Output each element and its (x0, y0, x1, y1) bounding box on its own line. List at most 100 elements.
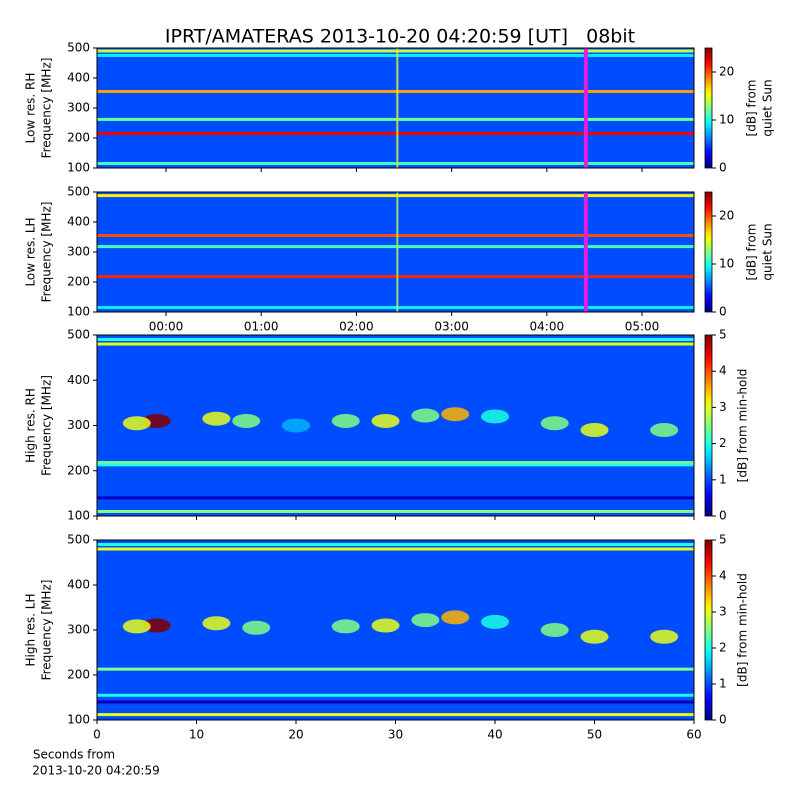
x-tick-label: 30 (388, 728, 403, 742)
colorbar-tick-label: 0 (719, 509, 727, 523)
x-tick-label: 60 (686, 728, 701, 742)
x-tick-label: 01:00 (244, 320, 279, 334)
colorbar (704, 334, 713, 517)
colorbar-tick-label: 10 (719, 113, 734, 127)
y-axis-label: Low res. LH (24, 217, 38, 286)
band (97, 338, 694, 342)
x-axis-label: Seconds from (33, 748, 115, 762)
y-tick-label: 200 (67, 131, 90, 145)
x-tick-label: 03:00 (434, 320, 469, 334)
y-tick-label: 300 (67, 101, 90, 115)
x-tick-label: 00:00 (149, 320, 184, 334)
band (97, 49, 694, 53)
burst (232, 413, 261, 428)
y-axis-label: Frequency [MHz] (40, 580, 54, 681)
band (97, 245, 694, 249)
y-tick-label: 100 (67, 509, 90, 523)
y-tick-label: 400 (67, 71, 90, 85)
burst (122, 619, 151, 634)
y-tick-label: 400 (67, 578, 90, 592)
x-tick-label: 50 (587, 728, 602, 742)
band (97, 306, 694, 309)
band (97, 543, 694, 546)
y-tick-label: 200 (67, 668, 90, 682)
y-axis-label: High res. LH (24, 593, 38, 666)
band (97, 496, 694, 500)
y-tick-label: 300 (67, 418, 90, 432)
x-tick-label: 04:00 (530, 320, 565, 334)
burst (202, 411, 231, 426)
y-tick-label: 100 (67, 305, 90, 319)
burst (371, 618, 400, 633)
colorbar-tick-label: 1 (719, 472, 727, 486)
colorbar-tick-label: 3 (719, 400, 727, 414)
x-tick-label: 20 (288, 728, 303, 742)
burst (122, 416, 151, 431)
band (97, 132, 694, 135)
band (97, 713, 694, 717)
colorbar-tick-label: 1 (719, 677, 727, 691)
background (97, 192, 694, 312)
burst (481, 409, 509, 424)
burst (481, 614, 509, 629)
colorbar-label: [dB] from min-hold (736, 369, 750, 483)
spike (396, 192, 399, 312)
y-axis-label: Low res. RH (24, 73, 38, 144)
colorbar-tick-label: 4 (719, 569, 727, 583)
burst (441, 610, 470, 625)
colorbar-label: [dB] from (745, 80, 759, 137)
colorbar (704, 539, 713, 721)
colorbar-tick-label: 0 (719, 305, 727, 319)
colorbar (704, 191, 713, 313)
burst (580, 629, 609, 644)
burst (540, 416, 569, 431)
spike (396, 48, 399, 168)
plot-area (97, 192, 694, 312)
y-tick-label: 100 (67, 161, 90, 175)
y-tick-label: 400 (67, 373, 90, 387)
burst (282, 418, 310, 433)
y-tick-label: 500 (67, 41, 90, 55)
band (97, 194, 694, 198)
colorbar-tick-label: 5 (719, 328, 727, 342)
band (97, 342, 694, 346)
marker-line (583, 48, 588, 168)
colorbar (704, 47, 713, 169)
y-tick-label: 300 (67, 623, 90, 637)
band (97, 547, 694, 551)
band (97, 463, 694, 467)
plot-area (97, 48, 694, 168)
band (97, 234, 694, 237)
x-tick-label: 10 (189, 728, 204, 742)
x-axis-label: 2013-10-20 04:20:59 (32, 764, 159, 778)
burst (441, 407, 470, 422)
x-tick-label: 40 (487, 728, 502, 742)
x-tick-label: 05:00 (625, 320, 660, 334)
marker-line (583, 192, 588, 312)
y-axis-label: Frequency [MHz] (40, 202, 54, 303)
chart-title: IPRT/AMATERAS 2013-10-20 04:20:59 [UT] 0… (165, 26, 635, 48)
band (97, 667, 694, 671)
y-axis-label: Frequency [MHz] (40, 58, 54, 159)
burst (331, 413, 360, 428)
band (97, 700, 694, 704)
burst (411, 408, 440, 423)
burst (540, 623, 569, 637)
burst (242, 620, 271, 635)
burst (580, 423, 609, 438)
burst (331, 619, 360, 634)
colorbar-tick-label: 10 (719, 257, 734, 271)
plot-area (97, 540, 694, 720)
colorbar-tick-label: 3 (719, 605, 727, 619)
colorbar-label: quiet Sun (761, 79, 775, 136)
y-tick-label: 500 (67, 533, 90, 547)
y-axis-label: Frequency [MHz] (40, 375, 54, 476)
y-axis-label: High res. RH (24, 388, 38, 463)
burst (650, 423, 679, 438)
y-tick-label: 100 (67, 713, 90, 727)
colorbar-tick-label: 5 (719, 533, 727, 547)
burst (650, 629, 679, 644)
colorbar-label: quiet Sun (761, 223, 775, 280)
band (97, 509, 694, 513)
